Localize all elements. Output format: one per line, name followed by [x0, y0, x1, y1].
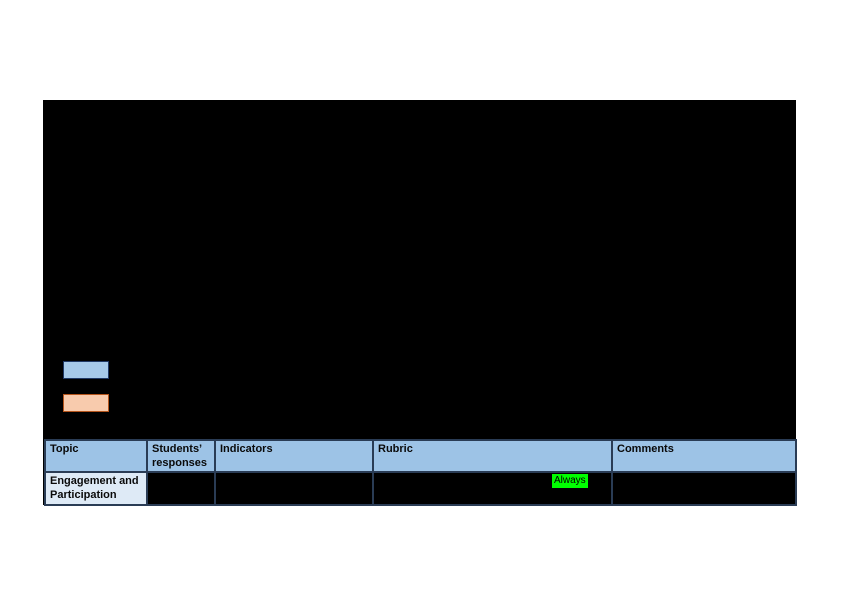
header-students-responses: Students’ responses [146, 439, 216, 473]
table-header-row: Topic Students’ responses Indicators Rub… [44, 439, 797, 473]
header-topic: Topic [44, 439, 148, 473]
legend-swatch-blue [63, 361, 109, 379]
rubric-highlight-always: Always [552, 473, 588, 488]
legend-swatch-peach [63, 394, 109, 412]
rubric-table: Topic Students’ responses Indicators Rub… [44, 439, 797, 506]
header-indicators: Indicators [214, 439, 374, 473]
redacted-figure-area: Topic Students’ responses Indicators Rub… [43, 100, 797, 506]
cell-rubric: Always [372, 470, 613, 506]
table-row: Engagement and Participation Always [44, 470, 797, 506]
cell-topic: Engagement and Participation [44, 470, 148, 506]
cell-indicators [214, 470, 374, 506]
header-rubric: Rubric [372, 439, 613, 473]
cell-comments [611, 470, 797, 506]
cell-students-responses [146, 470, 216, 506]
header-comments: Comments [611, 439, 797, 473]
